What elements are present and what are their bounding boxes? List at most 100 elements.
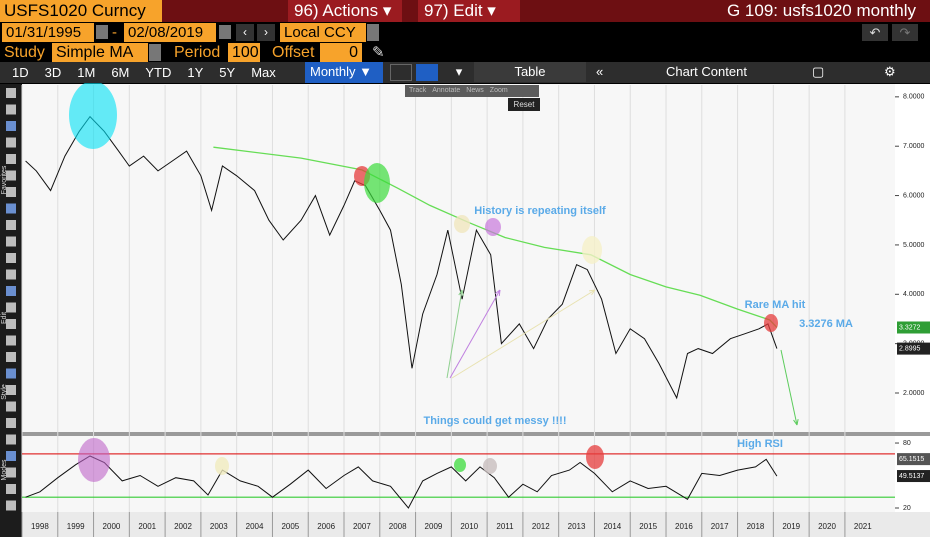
offset-input[interactable]: 0	[320, 43, 362, 62]
tool-icon[interactable]	[6, 187, 16, 197]
tool-icon[interactable]	[6, 253, 16, 263]
tool-icon[interactable]	[6, 451, 16, 461]
dropdown[interactable]	[149, 44, 161, 61]
last-value-label: 3.3272	[899, 324, 921, 331]
frequency-select[interactable]: Monthly ▼	[305, 62, 383, 83]
x-tick-label: 1998	[31, 522, 49, 531]
last-value-marker	[897, 342, 930, 355]
arrow	[446, 289, 463, 379]
tool-icon[interactable]	[6, 335, 16, 346]
x-tick-label: 2016	[675, 522, 693, 531]
dropdown[interactable]: ▾	[455, 64, 463, 79]
x-tick-label: 2004	[246, 522, 264, 531]
tool-icon[interactable]	[6, 434, 16, 445]
pen-icon[interactable]: ✎	[372, 44, 385, 61]
x-tick-label: 2002	[174, 522, 192, 531]
prev-button[interactable]: ‹	[236, 24, 254, 41]
period-button[interactable]: 1Y	[187, 65, 204, 80]
chart-content-button[interactable]: Chart Content	[666, 64, 747, 79]
series-line	[25, 115, 778, 400]
arrow-head	[588, 289, 596, 296]
next-button[interactable]: ›	[257, 24, 275, 41]
tool-icon[interactable]	[6, 500, 16, 511]
tool-icon[interactable]	[6, 418, 16, 428]
tool-icon[interactable]	[6, 385, 16, 395]
period-input[interactable]: 100	[228, 43, 260, 62]
tool-icon[interactable]	[6, 220, 16, 230]
period-button[interactable]: Max	[251, 65, 276, 80]
tool-button[interactable]: News	[466, 87, 484, 94]
last-value-marker	[897, 470, 930, 483]
edit-icon[interactable]: ▢	[812, 64, 825, 79]
axis-background	[895, 84, 930, 512]
collapse-icon[interactable]: «	[596, 64, 604, 79]
y-tick-label: 20	[903, 505, 911, 512]
ticker[interactable]: USFS1020 Curncy	[0, 0, 162, 22]
x-tick-label: 2012	[532, 522, 550, 531]
table-button[interactable]: Table	[474, 62, 586, 82]
dropdown[interactable]	[367, 24, 379, 41]
tool-icon[interactable]	[6, 104, 16, 115]
edit-menu[interactable]: 97) Edit ▾	[418, 0, 520, 22]
tool-icon[interactable]	[6, 88, 16, 98]
tool-icon[interactable]	[6, 302, 16, 313]
tool-icon[interactable]	[6, 352, 16, 362]
annotation: History is repeating itself	[474, 205, 606, 217]
tool-button[interactable]: Track	[409, 87, 427, 94]
highlight-circle	[764, 314, 778, 332]
period-button[interactable]: YTD	[145, 65, 172, 80]
last-value-marker	[897, 453, 930, 466]
tool-button[interactable]: Annotate	[432, 87, 461, 94]
tool-icon[interactable]	[6, 286, 16, 296]
start-date[interactable]: 01/31/1995	[2, 23, 94, 42]
line-icon[interactable]	[390, 64, 412, 81]
tool-icon[interactable]	[6, 170, 16, 181]
study-label: Study	[4, 44, 45, 61]
last-value-label: 2.8995	[899, 345, 921, 352]
actions-menu[interactable]: 96) Actions ▾	[288, 0, 402, 22]
redo[interactable]: ↷	[892, 24, 918, 41]
tool-icon[interactable]	[6, 203, 16, 214]
tool-icon[interactable]	[6, 236, 16, 247]
tool-icon[interactable]	[6, 401, 16, 412]
annotation: 3.3276 MA	[799, 318, 853, 330]
study-select[interactable]: Simple MA	[52, 43, 148, 62]
currency-select[interactable]: Local CCY	[280, 23, 366, 42]
tool-icon[interactable]	[6, 368, 16, 379]
undo[interactable]: ↶	[862, 24, 888, 41]
last-value-marker	[897, 321, 930, 334]
highlight-circle	[454, 215, 470, 233]
tool-icon[interactable]	[6, 467, 16, 478]
arrow-head	[494, 289, 501, 297]
x-tick-label: 2020	[818, 522, 836, 531]
tool-icon[interactable]	[6, 121, 16, 131]
tool-icon[interactable]	[6, 319, 16, 329]
period-button[interactable]: 1D	[12, 65, 29, 80]
calendar-icon[interactable]	[219, 25, 231, 39]
chart: Favorites Edit Style Modes 1998 1999 2000 2001 2…	[0, 83, 930, 537]
window-title: G 109: usfs1020 monthly	[726, 1, 916, 20]
tool-icon[interactable]	[6, 137, 16, 148]
end-date[interactable]: 02/08/2019	[124, 23, 216, 42]
toolbar	[0, 62, 930, 83]
x-tick-label: 2005	[281, 522, 299, 531]
period-button[interactable]: 5Y	[219, 65, 236, 80]
settings-icon[interactable]: ⚙	[884, 64, 896, 79]
x-tick-label: 2000	[103, 522, 121, 531]
tool-icon[interactable]	[6, 154, 16, 164]
tool-icon[interactable]	[6, 269, 16, 280]
x-tick-label: 2013	[568, 522, 586, 531]
highlight-circle	[454, 458, 466, 472]
bar-icon[interactable]	[416, 64, 438, 81]
period-button[interactable]: 1M	[77, 65, 96, 80]
reset-button[interactable]: Reset	[508, 98, 540, 111]
tool-button[interactable]: Zoom	[489, 87, 508, 94]
tools: Track Annotate News Zoom	[405, 85, 508, 97]
period-button[interactable]: 6M	[111, 65, 130, 80]
x-tick-label: 2006	[317, 522, 335, 531]
period-button[interactable]: 3D	[44, 65, 62, 80]
tool-icon[interactable]	[6, 484, 16, 494]
arrow-head	[458, 289, 464, 296]
calendar-icon[interactable]	[96, 25, 108, 39]
